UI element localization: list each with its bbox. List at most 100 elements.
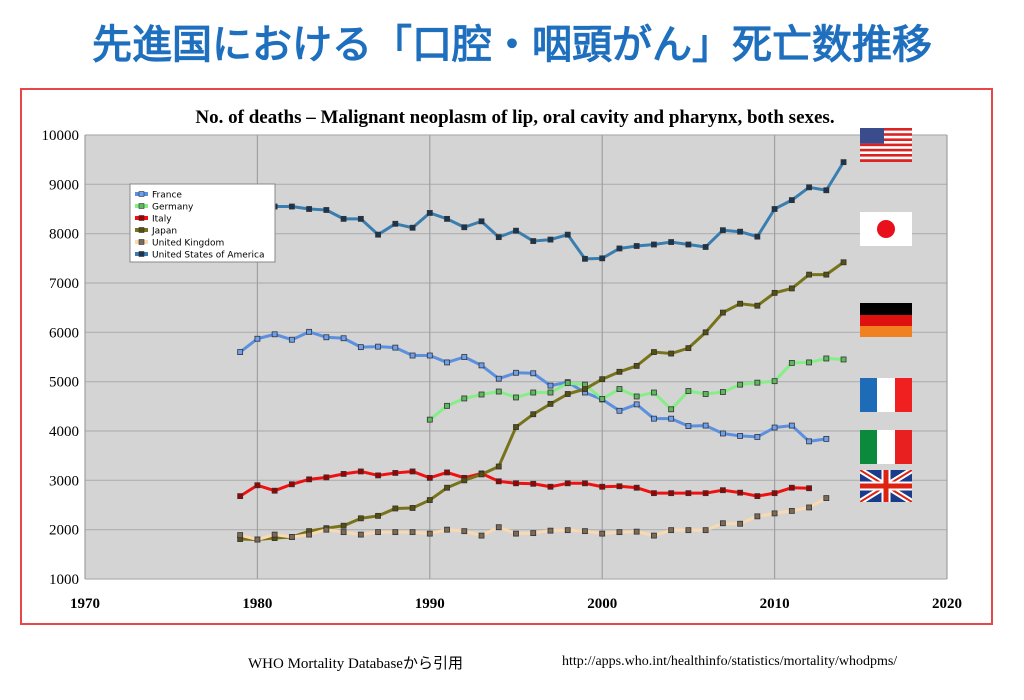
chart-frame <box>20 88 993 625</box>
data-point <box>478 391 485 398</box>
data-point <box>633 362 640 369</box>
data-point <box>651 532 657 539</box>
data-point <box>788 508 795 514</box>
legend-marker <box>138 251 145 257</box>
data-point <box>685 241 692 248</box>
y-tick-label: 4000 <box>49 424 79 440</box>
data-point <box>357 468 364 475</box>
data-point <box>357 531 364 538</box>
line-chart: 1000 2000 3000 4000 5000 6000 7000 8000 9000 1000… <box>42 107 963 612</box>
data-point <box>685 423 692 429</box>
data-point <box>340 471 347 477</box>
data-point <box>254 536 261 543</box>
legend-label: United States of America <box>152 251 264 261</box>
data-point <box>702 329 709 336</box>
data-point <box>754 302 761 309</box>
legend-label: United Kingdom <box>152 239 224 249</box>
data-point <box>306 476 313 483</box>
data-point <box>719 227 726 234</box>
data-point <box>823 187 830 194</box>
data-point <box>444 484 450 491</box>
data-point <box>668 527 675 534</box>
data-point <box>288 203 295 210</box>
data-point <box>409 529 416 536</box>
data-point <box>788 484 795 491</box>
legend-marker <box>138 239 145 245</box>
data-point <box>719 520 726 527</box>
data-point <box>599 396 606 402</box>
data-point <box>840 259 847 266</box>
x-tick-label: 1980 <box>242 596 272 612</box>
data-point <box>582 386 588 392</box>
data-point <box>444 402 450 409</box>
data-point <box>323 334 330 341</box>
data-point <box>547 527 554 534</box>
data-point <box>340 215 347 222</box>
data-point <box>651 389 657 396</box>
data-point <box>426 416 433 423</box>
legend-marker <box>138 227 145 233</box>
data-point <box>582 255 588 262</box>
data-point <box>564 391 571 397</box>
data-point <box>719 389 726 395</box>
data-point <box>616 407 623 414</box>
data-point <box>840 159 847 166</box>
data-point <box>840 356 847 363</box>
y-tick-label: 5000 <box>49 375 79 391</box>
source-url[interactable]: http://apps.who.int/healthinfo/statistic… <box>562 654 898 669</box>
data-point <box>461 354 468 360</box>
italy-flag-icon <box>860 430 912 464</box>
data-point <box>409 224 416 231</box>
data-point <box>495 463 502 470</box>
data-point <box>478 471 485 478</box>
y-tick-label: 3000 <box>49 473 79 489</box>
data-point <box>651 241 657 248</box>
data-point <box>754 379 761 386</box>
data-point <box>357 215 364 222</box>
data-point <box>771 289 778 296</box>
data-point <box>599 255 606 262</box>
data-point <box>771 424 778 431</box>
data-point <box>495 524 502 531</box>
data-point <box>444 359 450 366</box>
data-point <box>444 526 450 533</box>
data-point <box>530 480 537 487</box>
data-point <box>530 238 537 244</box>
x-tick-label: 2010 <box>760 596 790 612</box>
data-point <box>375 231 381 238</box>
data-point <box>288 481 295 488</box>
legend-marker <box>138 191 145 197</box>
data-point <box>323 207 330 213</box>
data-point <box>651 415 657 422</box>
data-point <box>392 470 399 476</box>
data-point <box>357 515 364 522</box>
data-point <box>616 529 623 536</box>
data-point <box>823 435 830 442</box>
chart-title: No. of deaths – Malignant neoplasm of li… <box>195 107 834 128</box>
data-point <box>530 530 537 537</box>
data-point <box>685 490 692 497</box>
data-point <box>668 415 675 422</box>
data-point <box>806 438 812 445</box>
legend-marker <box>138 215 145 221</box>
data-point <box>685 388 692 394</box>
data-point <box>564 380 571 387</box>
legend-label: Japan <box>151 227 177 237</box>
data-point <box>461 395 468 402</box>
legend-label: France <box>152 191 182 201</box>
data-point <box>547 400 554 407</box>
x-tick-label: 2020 <box>932 596 962 612</box>
data-point <box>254 482 261 489</box>
legend-box <box>129 183 276 263</box>
data-point <box>513 394 519 401</box>
data-point <box>599 483 606 490</box>
data-point <box>461 477 468 484</box>
data-point <box>547 389 554 396</box>
data-point <box>633 528 640 535</box>
data-point <box>392 344 399 351</box>
data-point <box>564 527 571 534</box>
data-point <box>323 526 330 533</box>
data-point <box>702 422 709 429</box>
data-point <box>461 224 468 231</box>
data-point <box>392 505 399 512</box>
